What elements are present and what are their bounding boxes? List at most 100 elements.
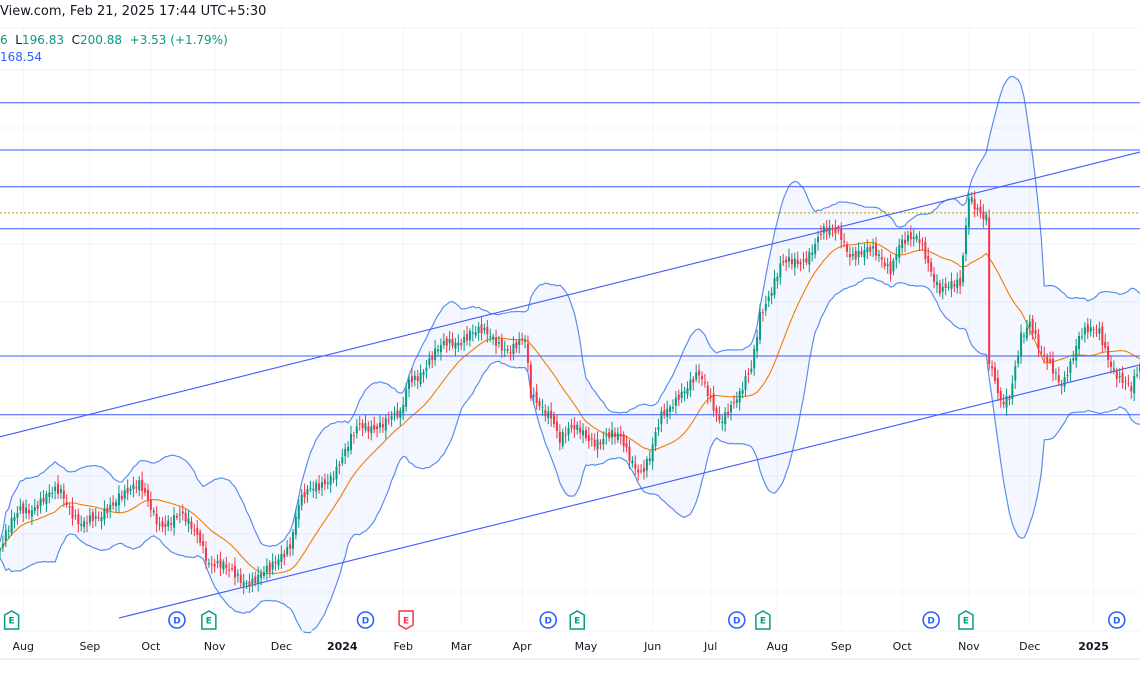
candle-body xyxy=(152,510,155,513)
candle-body xyxy=(1118,376,1121,378)
candle-body xyxy=(236,573,239,576)
candle-body xyxy=(16,512,19,518)
candle-body xyxy=(239,574,242,583)
candle-body xyxy=(349,433,352,451)
dividend-marker-icon[interactable] xyxy=(168,611,186,629)
candle-body xyxy=(1028,321,1031,328)
candle-body xyxy=(532,394,535,397)
candle-body xyxy=(677,394,680,400)
earnings-marker-icon[interactable] xyxy=(3,610,20,630)
candle-body xyxy=(669,406,672,412)
channel-lower-trendline[interactable] xyxy=(118,364,1140,619)
candle-body xyxy=(582,430,585,436)
candle-body xyxy=(257,574,260,584)
candle-body xyxy=(567,427,570,435)
candle-body xyxy=(381,424,384,428)
candle-body xyxy=(422,371,425,376)
candle-body xyxy=(616,433,619,440)
candle-body xyxy=(967,198,970,228)
earnings-marker-icon[interactable] xyxy=(201,610,217,630)
earnings-marker-icon[interactable] xyxy=(958,610,974,630)
dividend-marker-icon[interactable] xyxy=(539,611,558,629)
candle-body xyxy=(402,404,405,414)
candle-body xyxy=(776,276,779,282)
candle-body xyxy=(1104,341,1107,348)
candle-body xyxy=(1098,328,1101,334)
candle-body xyxy=(445,338,448,346)
candle-body xyxy=(268,562,271,573)
candle-body xyxy=(170,522,173,525)
candle-body xyxy=(515,342,518,349)
event-marker-label: D xyxy=(927,617,934,627)
candle-body xyxy=(242,581,245,586)
candle-body xyxy=(408,379,411,389)
candle-body xyxy=(985,214,988,221)
candle-body xyxy=(695,372,698,380)
x-tick-label: Mar xyxy=(451,640,472,653)
dividend-marker-icon[interactable] xyxy=(727,611,746,629)
dividend-marker-icon[interactable] xyxy=(356,611,375,629)
candle-body xyxy=(550,410,553,419)
candle-body xyxy=(889,261,892,275)
candle-body xyxy=(747,373,750,375)
candle-body xyxy=(819,233,822,235)
candle-body xyxy=(120,495,123,500)
candle-body xyxy=(860,251,863,255)
candle-body xyxy=(460,342,463,346)
bollinger-lower-line xyxy=(0,277,1140,634)
candle-body xyxy=(370,426,373,434)
candle-body xyxy=(732,402,735,404)
candle-body xyxy=(1034,330,1037,335)
candle-body xyxy=(454,342,457,349)
candle-body xyxy=(190,521,193,530)
candle-body xyxy=(935,281,938,285)
candle-body xyxy=(204,547,207,562)
candle-body xyxy=(167,520,170,527)
candle-body xyxy=(222,561,225,570)
earnings-marker-icon[interactable] xyxy=(398,610,414,630)
sma-line xyxy=(0,242,1140,575)
candle-body xyxy=(840,228,843,241)
candle-body xyxy=(135,487,138,489)
trendlines[interactable] xyxy=(0,151,1140,619)
candle-body xyxy=(65,501,68,505)
candle-body xyxy=(538,400,541,407)
candle-body xyxy=(767,296,770,301)
candle-body xyxy=(750,368,753,373)
candle-body xyxy=(184,512,187,522)
candle-body xyxy=(207,562,210,565)
dividend-marker-icon[interactable] xyxy=(922,611,940,629)
candle-body xyxy=(471,332,474,334)
candle-body xyxy=(544,410,547,417)
horizontal-levels[interactable] xyxy=(0,102,1140,416)
indicator-legend-value: 168.54 xyxy=(0,50,42,64)
candle-body xyxy=(503,348,506,350)
candle-body xyxy=(848,253,851,258)
dividend-marker-icon[interactable] xyxy=(1107,611,1126,629)
candle-body xyxy=(718,414,721,421)
candle-body xyxy=(320,482,323,488)
candle-body xyxy=(294,516,297,535)
candle-body xyxy=(901,239,904,249)
candle-body xyxy=(245,582,248,584)
candle-body xyxy=(605,435,608,437)
candle-body xyxy=(1060,385,1063,387)
event-marker-label: E xyxy=(206,617,212,627)
time-axis[interactable]: Aug Sep Oct Nov Dec 2024 Feb Mar Apr May Jun Jul Aug… xyxy=(0,630,1140,660)
candle-body xyxy=(779,263,782,278)
candle-body xyxy=(724,412,727,425)
candle-body xyxy=(759,311,761,340)
candle-body xyxy=(1054,372,1057,374)
x-tick-label: 2025 xyxy=(1078,640,1109,653)
candle-body xyxy=(30,510,33,517)
candle-body xyxy=(396,410,399,417)
earnings-marker-icon[interactable] xyxy=(569,610,586,630)
earnings-marker-icon[interactable] xyxy=(755,610,771,630)
candle-body xyxy=(323,479,326,485)
candle-body xyxy=(715,408,718,414)
channel-upper-trendline[interactable] xyxy=(0,151,1140,438)
candle-body xyxy=(474,332,477,336)
candle-body xyxy=(129,488,132,491)
